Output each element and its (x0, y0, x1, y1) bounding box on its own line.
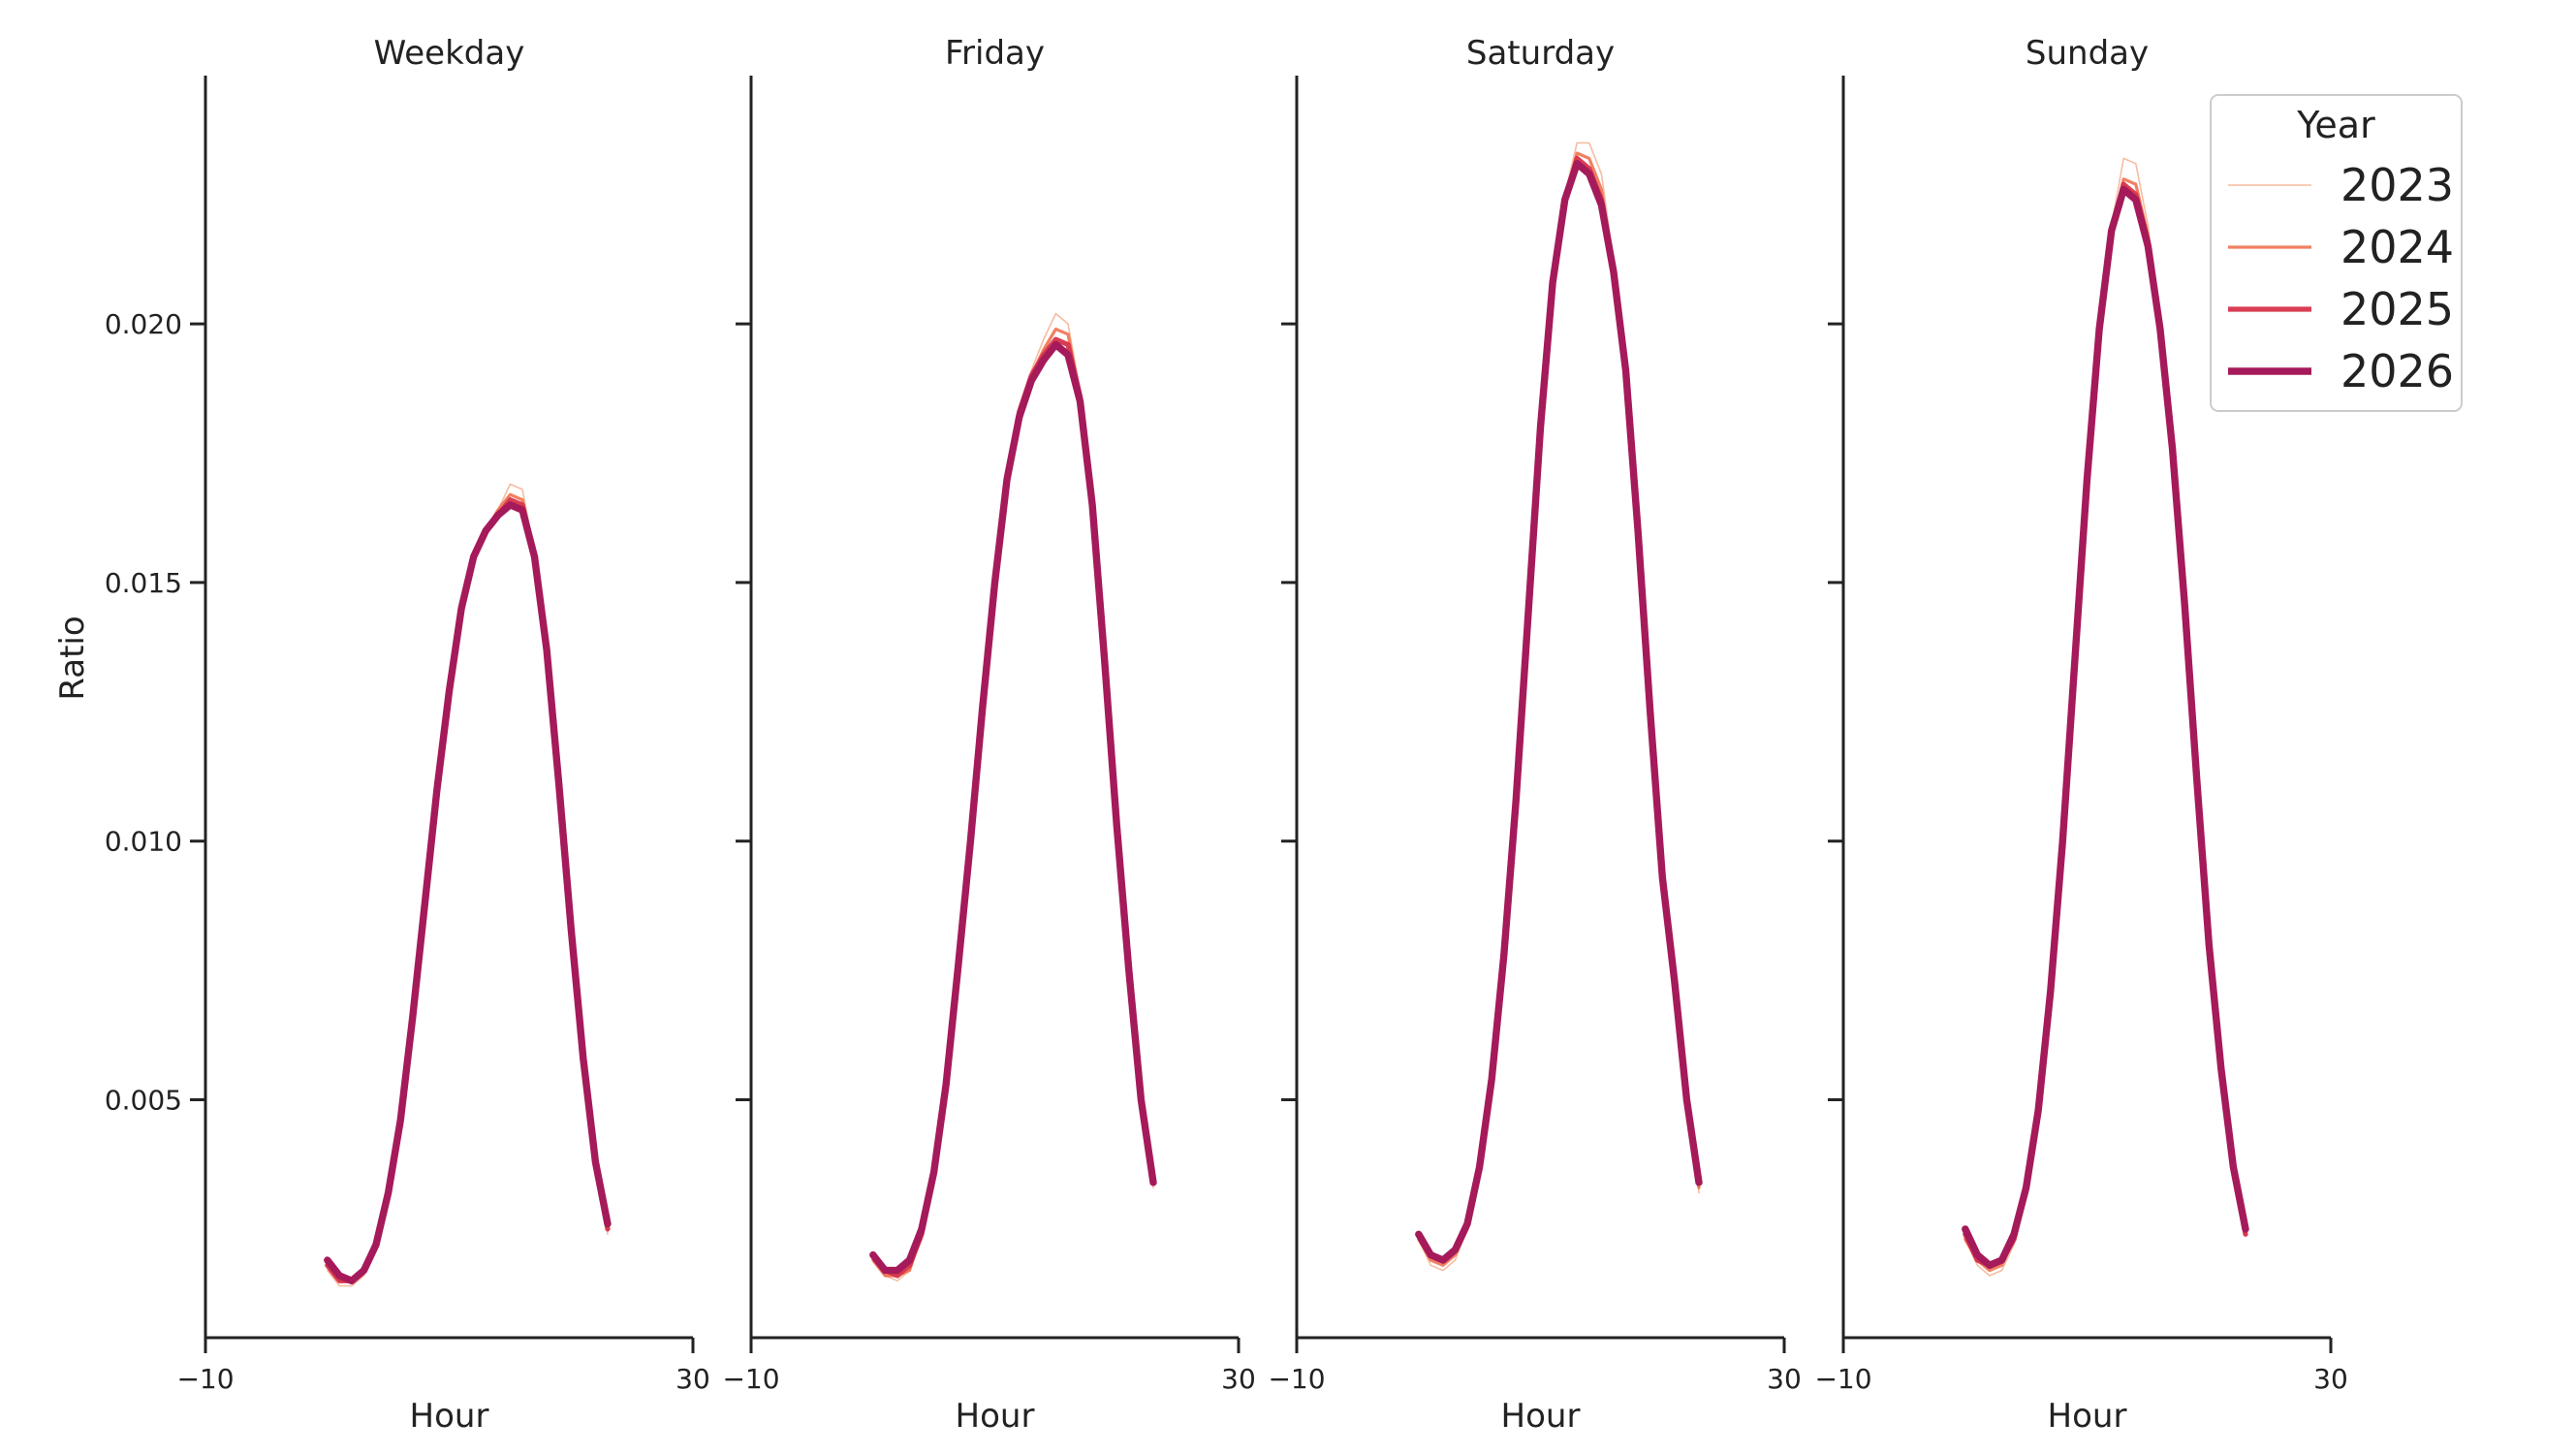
panel-weekday: Weekday 0.005 0.010 0.015 0.020 −10 30 Hour (105, 34, 710, 1436)
legend-title: Year (2296, 104, 2375, 146)
panel-sunday: Sunday −10 30 Hour (1814, 34, 2347, 1436)
y-axis-label: Ratio (53, 616, 92, 700)
legend-label: 2023 (2340, 159, 2454, 211)
series-line-2026 (1962, 185, 2249, 1270)
x-axis-label: Hour (2048, 1397, 2127, 1436)
x-axis-label: Hour (1501, 1397, 1581, 1436)
x-axis-label: Hour (410, 1397, 489, 1436)
legend-label: 2025 (2340, 283, 2454, 335)
series-line-2026 (1415, 159, 1703, 1264)
legend-label: 2026 (2340, 345, 2454, 397)
series-line-2024 (871, 327, 1155, 1278)
x-tick-label: 30 (1767, 1363, 1802, 1395)
y-tick-label: 0.020 (105, 308, 182, 340)
series-line-2024 (1417, 151, 1701, 1267)
legend: Year 2023 2024 2025 2026 (2210, 94, 2463, 412)
series-line-2025 (1416, 155, 1702, 1263)
x-tick-label: 30 (1221, 1363, 1256, 1395)
series-line-2026 (869, 340, 1157, 1275)
x-tick-label: 30 (675, 1363, 710, 1395)
y-tick-label: 0.010 (105, 826, 182, 858)
panel-saturday: Saturday −10 30 Hour (1268, 34, 1801, 1436)
legend-label: 2024 (2340, 221, 2454, 273)
panel-title: Sunday (2026, 34, 2149, 73)
x-axis-label: Hour (956, 1397, 1035, 1436)
x-tick-label: −10 (722, 1363, 779, 1395)
series-line-2025 (1963, 181, 2248, 1268)
x-tick-label: −10 (1814, 1363, 1871, 1395)
panel-friday: Friday −10 30 Hour (722, 34, 1255, 1436)
series-line-2026 (324, 501, 612, 1285)
series-line-2023 (1418, 142, 1700, 1272)
x-tick-label: −10 (176, 1363, 234, 1395)
x-tick-label: −10 (1268, 1363, 1325, 1395)
panel-title: Saturday (1466, 34, 1615, 73)
series-line-2023 (1964, 157, 2246, 1277)
series-line-2025 (870, 336, 1156, 1279)
x-tick-label: 30 (2313, 1363, 2348, 1395)
panel-title: Friday (945, 34, 1045, 73)
panel-title: Weekday (374, 34, 525, 73)
legend-box (2210, 94, 2463, 412)
y-tick-label: 0.005 (105, 1085, 182, 1117)
series-line-2024 (1963, 177, 2247, 1273)
y-tick-label: 0.015 (105, 567, 182, 599)
